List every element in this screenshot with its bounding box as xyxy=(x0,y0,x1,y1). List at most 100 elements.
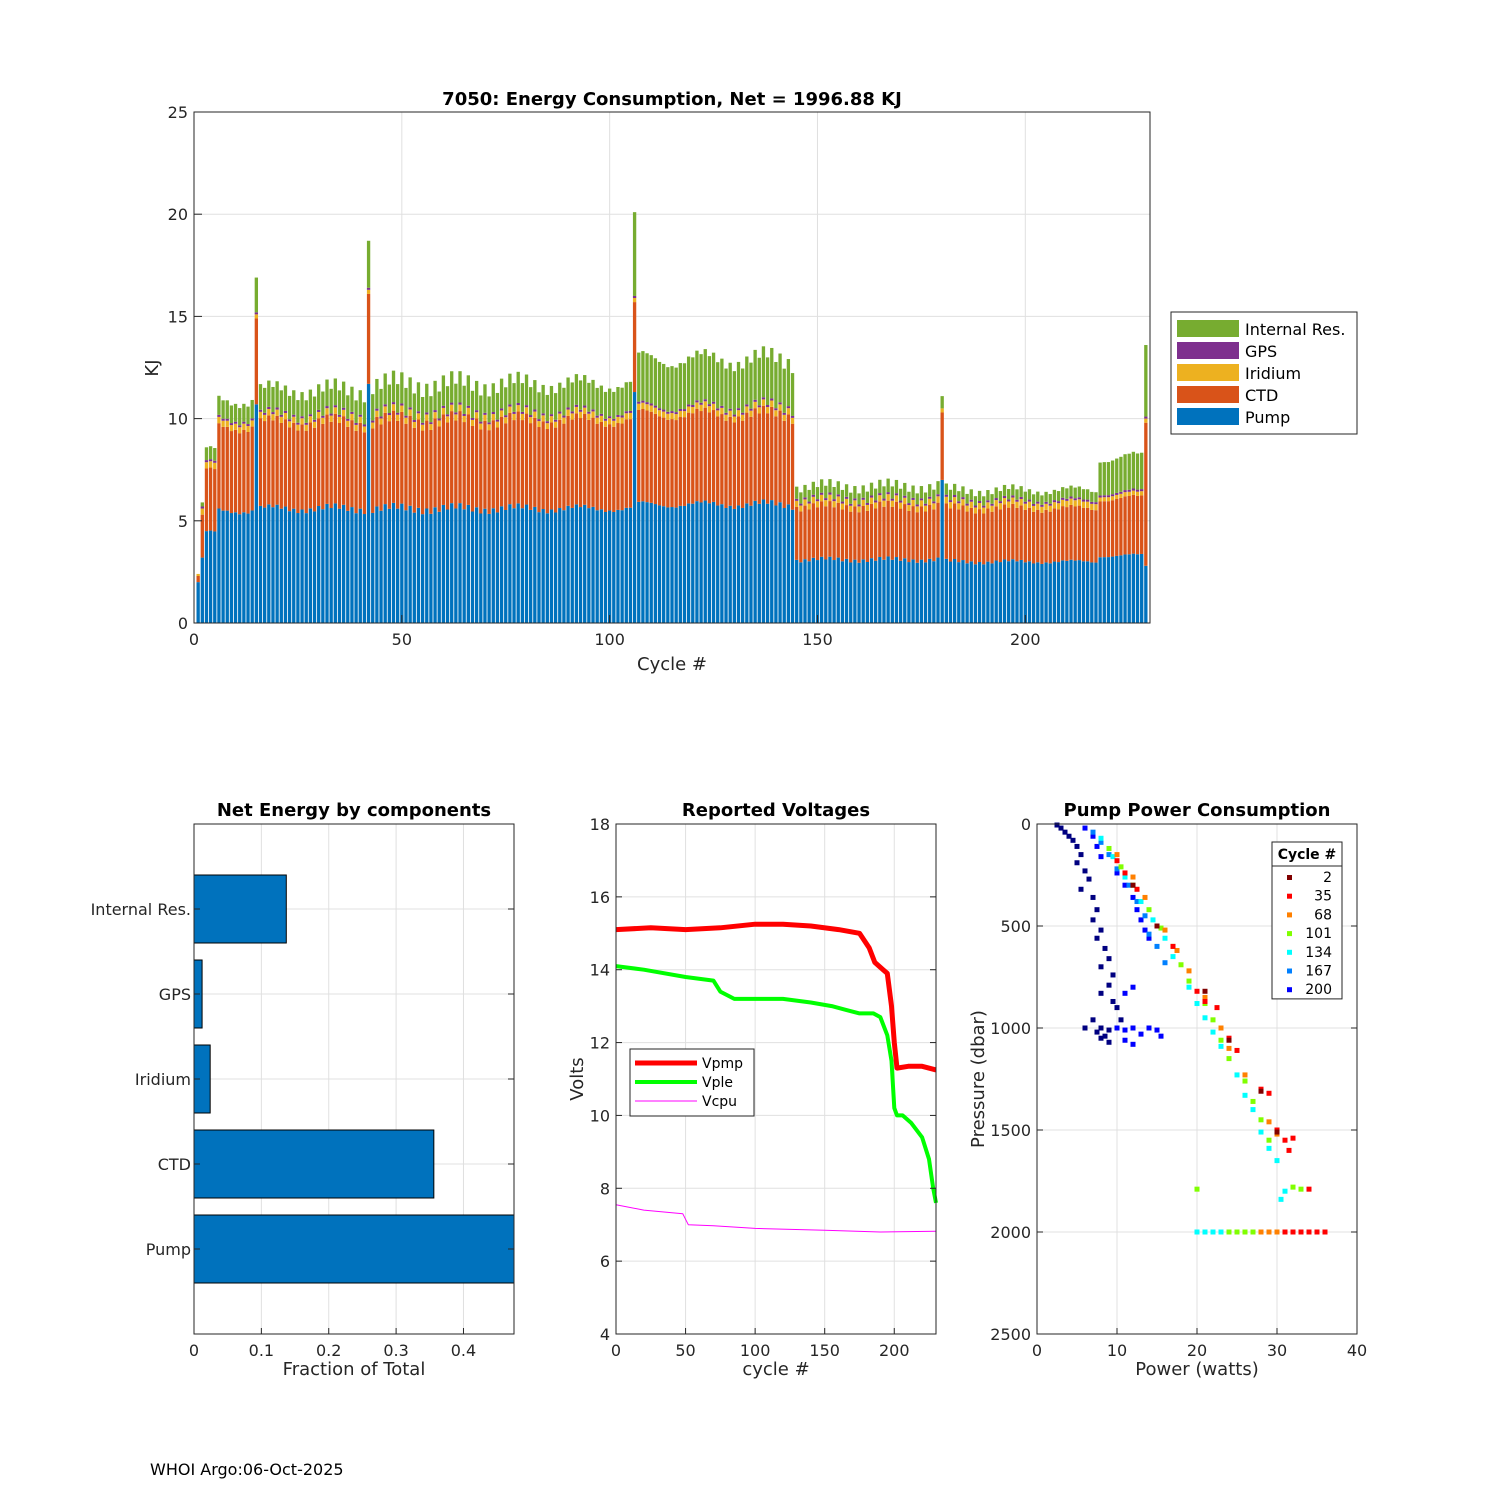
energy-bar-internal-219 xyxy=(1102,462,1106,496)
pump-power-point-3-20 xyxy=(1194,1229,1200,1235)
energy-bar-ctd-49 xyxy=(396,420,400,509)
energy-bar-pump-136 xyxy=(757,503,761,623)
energy-bar-gps-40 xyxy=(358,414,362,417)
pump-power-point-0-11 xyxy=(1090,894,1096,900)
energy-bar-iridium-127 xyxy=(720,407,724,415)
pump-power-point-3-14 xyxy=(1250,1107,1256,1113)
energy-bar-pump-164 xyxy=(874,560,878,623)
energy-bar-iridium-204 xyxy=(1040,506,1044,513)
energy-bar-ctd-125 xyxy=(711,410,716,502)
energy-bar-gps-223 xyxy=(1119,491,1123,494)
energy-bar-gps-111 xyxy=(653,405,658,408)
energy-bar-internal-123 xyxy=(703,349,707,400)
energy-bar-internal-225 xyxy=(1127,453,1131,490)
energy-bar-internal-76 xyxy=(508,373,512,405)
energy-bar-ctd-203 xyxy=(1036,509,1040,563)
energy-bar-iridium-215 xyxy=(1085,501,1090,508)
energy-bar-pump-67 xyxy=(470,511,475,623)
energy-bar-gps-72 xyxy=(491,412,495,415)
energy-bar-iridium-163 xyxy=(869,497,874,504)
energy-bar-internal-41 xyxy=(362,402,367,425)
energy-bar-internal-89 xyxy=(562,387,566,416)
energy-bar-gps-181 xyxy=(944,494,948,497)
energy-bar-iridium-6 xyxy=(217,416,221,424)
energy-bar-internal-77 xyxy=(512,383,516,412)
energy-bar-iridium-85 xyxy=(545,423,549,430)
energy-bar-internal-155 xyxy=(836,481,840,495)
energy-bar-internal-216 xyxy=(1090,491,1094,502)
energy-bar-ctd-150 xyxy=(815,507,820,561)
energy-bar-internal-121 xyxy=(695,350,699,401)
energy-bar-gps-177 xyxy=(928,496,932,499)
pump-power-point-3-5 xyxy=(1162,935,1168,941)
energy-title: 7050: Energy Consumption, Net = 1996.88 … xyxy=(442,89,902,110)
energy-bar-ctd-132 xyxy=(740,420,745,508)
energy-bar-ctd-135 xyxy=(753,408,757,501)
energy-bar-iridium-23 xyxy=(287,421,292,428)
energy-bar-iridium-156 xyxy=(840,503,845,510)
energy-bar-iridium-30 xyxy=(317,411,321,419)
energy-bar-ctd-88 xyxy=(558,419,562,509)
energy-bar-iridium-32 xyxy=(325,408,329,415)
energy-bar-ctd-140 xyxy=(774,416,778,506)
energy-bar-iridium-93 xyxy=(578,411,583,419)
pump-power-point-3-7 xyxy=(1186,984,1192,990)
voltages-xlabel: cycle # xyxy=(742,1359,809,1380)
pump-power-point-5-12 xyxy=(1258,1229,1264,1235)
energy-bar-ctd-24 xyxy=(292,422,296,509)
energy-bar-iridium-103 xyxy=(620,417,624,424)
energy-bar-ctd-194 xyxy=(998,509,1003,563)
energy-legend-label-4: Pump xyxy=(1245,408,1290,427)
energy-bar-ctd-222 xyxy=(1115,499,1119,556)
pump-power-point-7-2 xyxy=(1202,988,1208,994)
energy-bar-ctd-104 xyxy=(624,419,628,508)
energy-bar-pump-169 xyxy=(894,557,899,623)
energy-bar-gps-115 xyxy=(670,411,674,414)
components-tick-label-y-4: Pump xyxy=(146,1240,191,1259)
energy-bar-internal-102 xyxy=(616,387,620,415)
energy-bar-iridium-222 xyxy=(1115,494,1119,500)
energy-bar-gps-71 xyxy=(487,422,491,425)
energy-bar-internal-87 xyxy=(553,393,558,420)
energy-bar-internal-10 xyxy=(233,403,238,422)
energy-bar-internal-29 xyxy=(312,396,317,420)
energy-bar-iridium-26 xyxy=(300,418,304,425)
pump-power-point-4-7 xyxy=(1186,978,1192,984)
pump-power-point-3-22 xyxy=(1210,1229,1216,1235)
energy-bar-iridium-15 xyxy=(254,314,259,319)
energy-bar-pump-141 xyxy=(778,502,782,623)
energy-bar-internal-85 xyxy=(545,394,549,422)
energy-bar-iridium-94 xyxy=(583,407,587,414)
energy-bar-ctd-6 xyxy=(217,423,221,509)
pump-power-point-2-6 xyxy=(1142,913,1148,919)
energy-bar-internal-226 xyxy=(1131,451,1136,489)
energy-bar-ctd-134 xyxy=(749,416,753,506)
pump-power-point-6-1 xyxy=(1122,870,1128,876)
pump-power-legend-marker-4 xyxy=(1287,949,1292,955)
energy-bar-ctd-138 xyxy=(765,413,770,504)
components-tick-label-x-4: 0.4 xyxy=(451,1341,476,1360)
energy-bar-pump-9 xyxy=(229,513,234,623)
energy-bar-pump-142 xyxy=(782,508,786,623)
energy-bar-ctd-80 xyxy=(524,413,529,505)
pump-power-point-3-1 xyxy=(1110,854,1116,860)
pump-power-point-6-5 xyxy=(1202,998,1208,1004)
energy-bar-iridium-190 xyxy=(982,507,986,514)
energy-bar-internal-119 xyxy=(686,356,691,405)
pump-power-point-0-21 xyxy=(1098,990,1104,996)
energy-bar-iridium-167 xyxy=(886,494,890,501)
energy-bar-pump-32 xyxy=(325,503,329,623)
pump-power-point-7-0 xyxy=(1130,882,1136,888)
energy-bar-gps-182 xyxy=(948,500,953,503)
voltages-title: Reported Voltages xyxy=(682,800,870,821)
energy-bar-pump-54 xyxy=(416,507,421,623)
energy-ylabel: KJ xyxy=(142,359,163,376)
energy-bar-ctd-4 xyxy=(208,467,213,531)
pump-power-point-1-15 xyxy=(1130,1025,1136,1031)
energy-bar-iridium-135 xyxy=(753,401,757,409)
energy-bar-iridium-69 xyxy=(479,423,483,430)
energy-bar-internal-195 xyxy=(1002,484,1007,496)
energy-bar-pump-225 xyxy=(1127,554,1131,623)
pump-power-point-0-5 xyxy=(1074,843,1080,849)
energy-bar-gps-128 xyxy=(724,412,728,415)
